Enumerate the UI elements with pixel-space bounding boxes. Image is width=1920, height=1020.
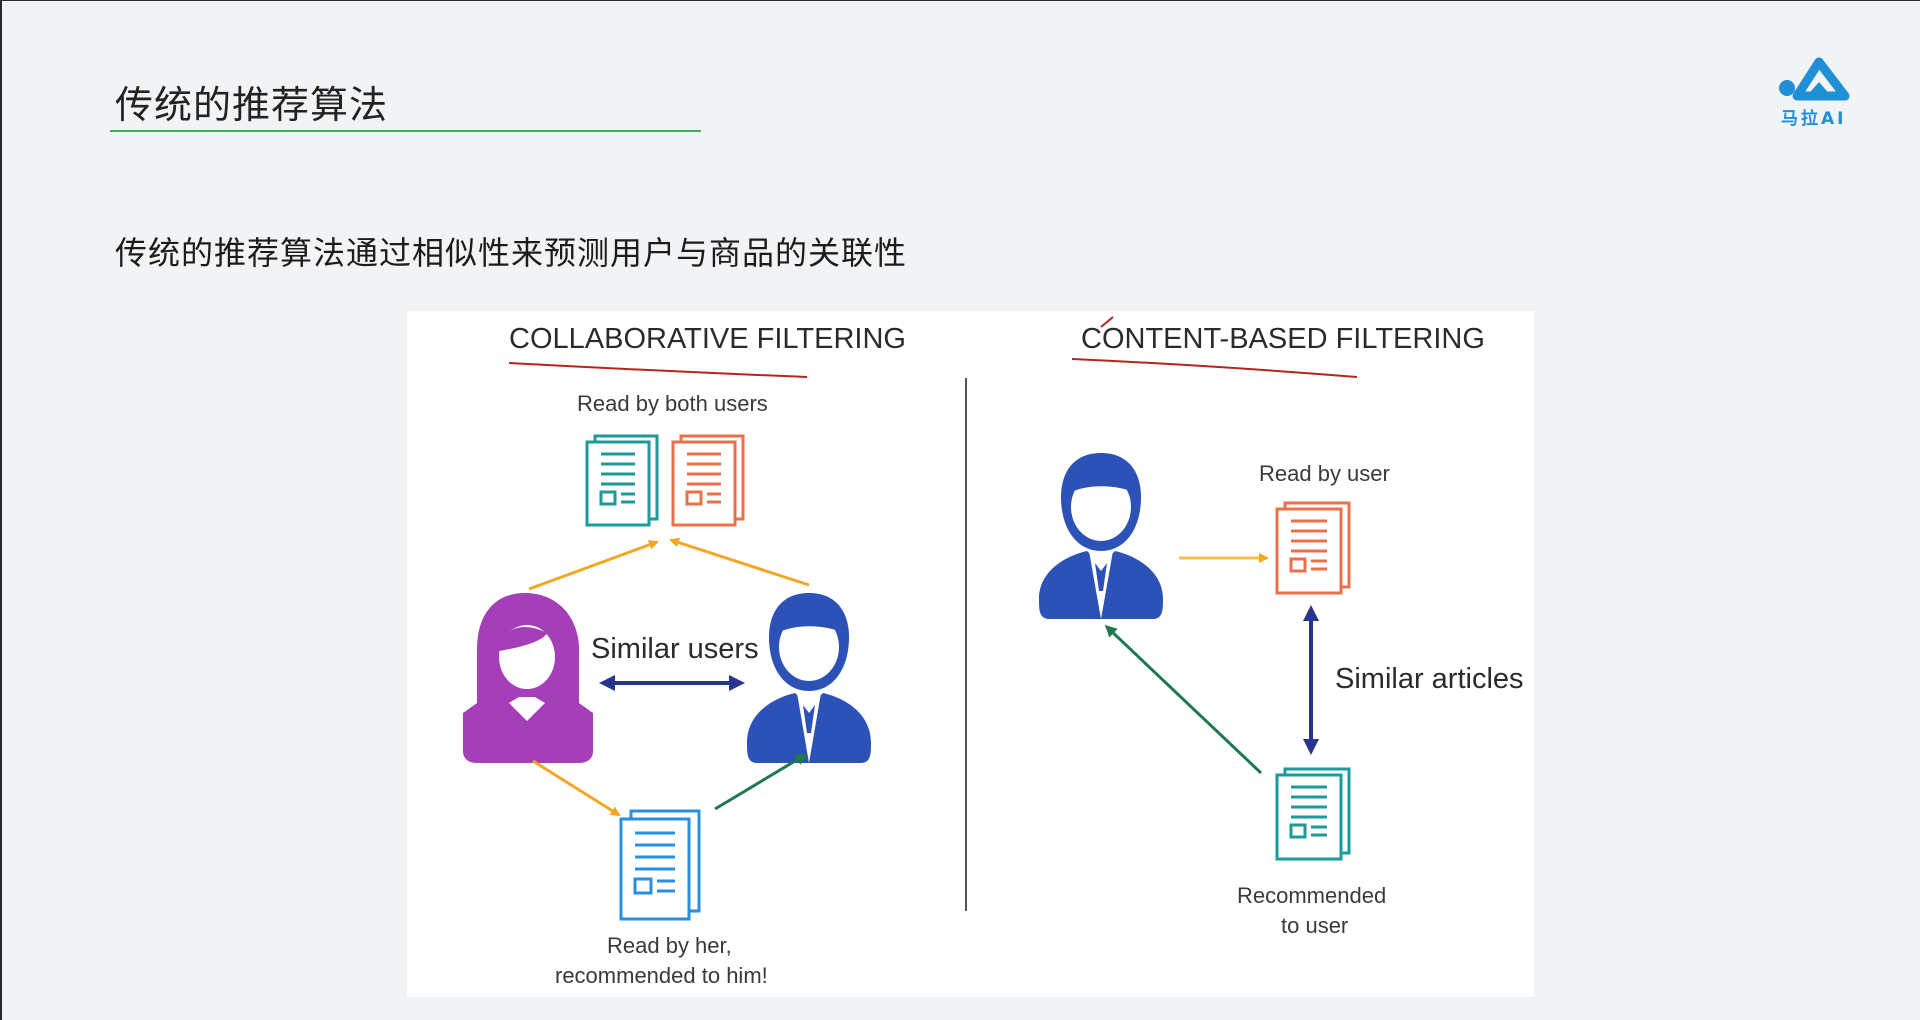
- arrow-woman-to-recommended-doc: [532, 759, 621, 817]
- annotation-tick: [1100, 316, 1114, 328]
- read-by-her-line2: recommended to him!: [555, 963, 768, 988]
- woman-user-icon: [463, 593, 593, 763]
- read-by-both-label: Read by both users: [577, 391, 768, 416]
- document-icon-teal-recommended: [1275, 767, 1351, 861]
- collaborative-heading: COLLABORATIVE FILTERING: [509, 323, 906, 355]
- arrow-recommended-doc-to-man: [714, 753, 808, 811]
- recommended-line2: to user: [1281, 913, 1349, 938]
- arrow-woman-to-docs: [528, 540, 659, 591]
- annotation-underline-right: [1071, 358, 1358, 378]
- arrow-man-to-docs: [669, 537, 810, 587]
- document-icon-blue-recommended: [619, 809, 701, 921]
- mountain-dot-logo-icon: [1779, 57, 1850, 101]
- figure-graphics: [463, 316, 1358, 921]
- content-based-heading: CONTENT-BASED FILTERING: [1081, 323, 1485, 355]
- document-icon-orange-both: [671, 434, 745, 527]
- title-underline: [110, 130, 701, 132]
- read-by-her-line1: Read by her,: [607, 933, 732, 958]
- similar-users-label: Similar users: [591, 633, 759, 665]
- slide-subtitle: 传统的推荐算法通过相似性来预测用户与商品的关联性: [115, 234, 908, 272]
- read-by-user-label: Read by user: [1259, 461, 1390, 486]
- document-icon-orange-read: [1275, 501, 1351, 595]
- man-user-icon-right: [1039, 453, 1163, 619]
- arrow-recommended-doc-to-user: [1104, 624, 1263, 775]
- recommendation-figure: COLLABORATIVE FILTERING Read by both use…: [407, 311, 1534, 997]
- annotation-underline-left: [508, 362, 808, 378]
- logo-text: 马拉AI: [1781, 109, 1847, 129]
- similar-articles-label: Similar articles: [1335, 663, 1524, 695]
- man-user-icon-left: [747, 593, 871, 763]
- slide-title: 传统的推荐算法: [115, 83, 389, 127]
- recommended-line1: Recommended: [1237, 883, 1387, 908]
- document-icon-teal-both: [585, 434, 659, 527]
